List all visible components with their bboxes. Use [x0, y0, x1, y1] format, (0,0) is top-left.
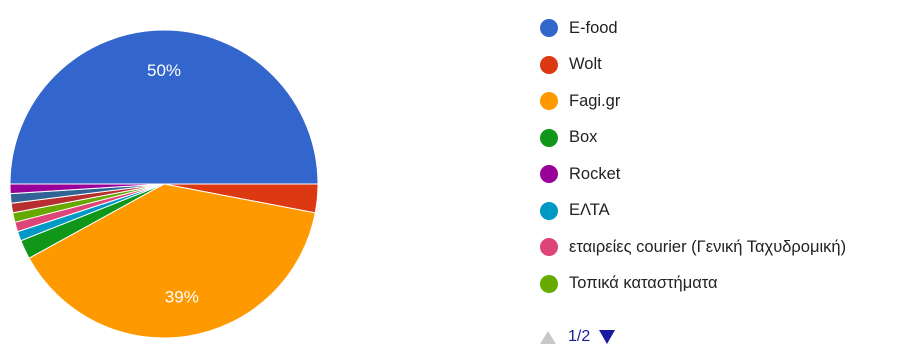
pie-slice-e-food-0[interactable]	[9, 29, 319, 185]
legend-pager: 1/2	[540, 328, 616, 346]
legend-swatch	[540, 55, 558, 74]
legend-item-box[interactable]: Box	[540, 120, 846, 157]
pie-slice-fagi-gr-2[interactable]	[28, 183, 316, 339]
legend-swatch	[540, 238, 558, 257]
legend-label: Rocket	[569, 164, 621, 183]
legend-label: εταιρείες courier (Γενική Ταχυδρομική)	[569, 237, 847, 256]
legend-item-courier[interactable]: εταιρείες courier (Γενική Ταχυδρομική)	[540, 229, 846, 266]
legend: E-food Wolt Fagi.gr Box Rocket ΕΛΤΑ εται…	[540, 10, 846, 302]
triangle-down-icon[interactable]	[599, 330, 616, 344]
slice-percent-label: 39%	[165, 288, 199, 307]
legend-swatch	[540, 128, 558, 147]
legend-label: ΕΛΤΑ	[569, 201, 610, 220]
legend-item-local-stores[interactable]: Τοπικά καταστήματα	[540, 266, 846, 303]
legend-item-rocket[interactable]: Rocket	[540, 156, 846, 193]
legend-label: E-food	[569, 18, 618, 37]
page-indicator: 1/2	[568, 328, 591, 345]
triangle-up-icon[interactable]	[540, 330, 556, 344]
legend-swatch	[540, 165, 558, 184]
legend-item-efood[interactable]: E-food	[540, 10, 846, 47]
legend-item-elta[interactable]: ΕΛΤΑ	[540, 193, 846, 230]
pie-slice-rocket-9[interactable]	[9, 183, 165, 195]
legend-label: Τοπικά καταστήματα	[569, 274, 718, 293]
legend-label: Wolt	[569, 55, 602, 74]
legend-item-fagi[interactable]: Fagi.gr	[540, 83, 846, 120]
legend-swatch	[540, 92, 558, 111]
legend-label: Box	[569, 128, 598, 147]
legend-swatch	[540, 19, 558, 38]
legend-swatch	[540, 201, 558, 220]
legend-label: Fagi.gr	[569, 91, 621, 110]
legend-swatch	[540, 274, 558, 293]
slice-percent-label: 50%	[147, 61, 181, 80]
pie-chart: 50% 39%	[9, 29, 319, 339]
legend-item-wolt[interactable]: Wolt	[540, 47, 846, 84]
